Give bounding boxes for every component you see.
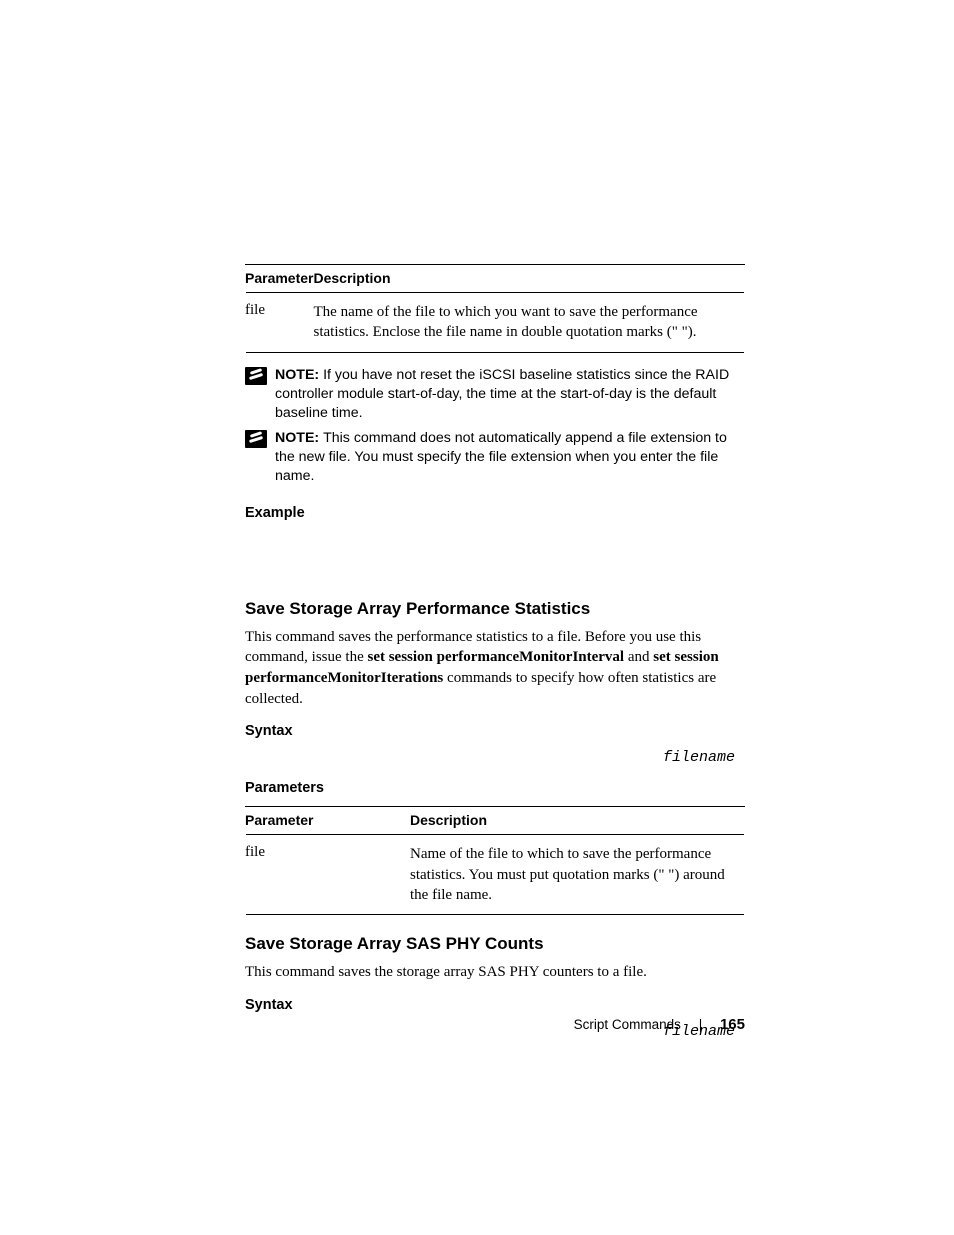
note-1-text: NOTE: If you have not reset the iSCSI ba… xyxy=(275,366,745,424)
parameter-table-1: Parameter Description file The name of t… xyxy=(245,265,745,354)
section-a-paragraph: This command saves the performance stati… xyxy=(245,627,745,710)
table2-header-parameter: Parameter xyxy=(245,807,410,833)
section-b-heading: Save Storage Array SAS PHY Counts xyxy=(245,934,745,954)
table1-header-description: Description xyxy=(314,265,746,291)
table2-param: file xyxy=(245,836,410,913)
parameter-table-2: Parameter Description file Name of the f… xyxy=(245,807,745,916)
section-b-paragraph: This command saves the storage array SAS… xyxy=(245,962,745,983)
section-a-heading: Save Storage Array Performance Statistic… xyxy=(245,599,745,619)
table2-desc: Name of the file to which to save the pe… xyxy=(410,836,745,913)
note-2-text: NOTE: This command does not automaticall… xyxy=(275,429,745,487)
note-label: NOTE: xyxy=(275,430,323,446)
page-footer: Script Commands | 165 xyxy=(245,1016,745,1033)
note-2: NOTE: This command does not automaticall… xyxy=(245,429,745,487)
note-1: NOTE: If you have not reset the iSCSI ba… xyxy=(245,366,745,424)
syntax-label-b: Syntax xyxy=(245,997,745,1013)
example-heading: Example xyxy=(245,505,745,521)
note-label: NOTE: xyxy=(275,367,323,383)
note-body: This command does not automatically appe… xyxy=(275,430,727,484)
footer-title: Script Commands xyxy=(574,1017,681,1032)
para-mid: and xyxy=(624,649,653,665)
note-body: If you have not reset the iSCSI baseline… xyxy=(275,367,729,421)
table1-header-parameter: Parameter xyxy=(245,265,314,291)
note-icon xyxy=(245,367,267,385)
syntax-code-a: filename xyxy=(245,749,745,766)
table1-param: file xyxy=(245,294,314,351)
table2-header-description: Description xyxy=(410,807,745,833)
page-number: 165 xyxy=(720,1016,745,1033)
syntax-label-a: Syntax xyxy=(245,723,745,739)
parameters-label-a: Parameters xyxy=(245,780,745,796)
footer-separator: | xyxy=(699,1017,703,1032)
note-icon xyxy=(245,430,267,448)
cmd1: set session performanceMonitorInterval xyxy=(367,649,624,665)
table1-desc: The name of the file to which you want t… xyxy=(314,294,746,351)
